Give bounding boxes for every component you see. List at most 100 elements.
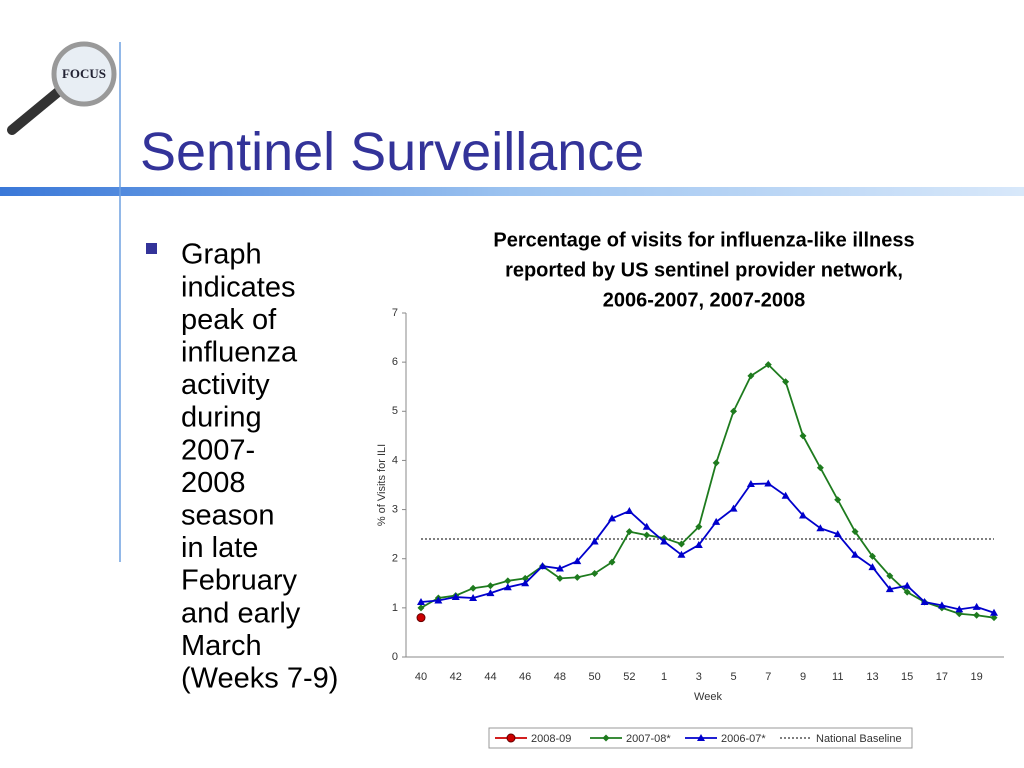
marker	[590, 537, 599, 545]
x-tick-label: 44	[484, 671, 496, 683]
marker	[868, 563, 877, 571]
legend-label: 2007-08*	[626, 733, 671, 745]
logo-text: FOCUS	[62, 66, 106, 81]
x-tick-label: 9	[800, 671, 806, 683]
marker	[955, 605, 964, 613]
marker	[990, 608, 998, 616]
bullet-line: during	[181, 402, 262, 434]
marker	[920, 597, 929, 605]
x-tick-label: 3	[696, 671, 702, 683]
bullet-line: and early	[181, 597, 301, 629]
y-tick-label: 4	[392, 454, 398, 466]
marker	[782, 378, 790, 386]
marker	[694, 540, 703, 548]
bullet-line: March	[181, 630, 262, 662]
chart-title: Percentage of visits for influenza-like …	[493, 229, 914, 311]
marker	[625, 507, 634, 515]
legend-label: National Baseline	[816, 733, 902, 745]
x-tick-label: 11	[832, 671, 843, 683]
marker	[764, 361, 772, 369]
chart-title-line: Percentage of visits for influenza-like …	[493, 229, 914, 251]
x-tick-label: 52	[623, 671, 635, 683]
x-tick-label: 15	[901, 671, 913, 683]
bullet-line: indicates	[181, 271, 295, 303]
marker	[642, 522, 651, 530]
bullet-line: February	[181, 565, 298, 597]
marker	[712, 459, 720, 467]
marker	[417, 604, 425, 612]
x-tick-label: 13	[866, 671, 878, 683]
header-rule	[0, 187, 1024, 196]
y-axis-label: % of Visits for ILI	[376, 444, 388, 526]
bullet-line: Graph	[181, 239, 262, 271]
legend-label: 2006-07*	[721, 733, 766, 745]
marker	[417, 597, 425, 605]
marker	[503, 583, 512, 591]
marker	[816, 524, 825, 532]
marker	[730, 407, 738, 415]
x-tick-label: 1	[661, 671, 667, 683]
bullet-line: season	[181, 499, 275, 531]
marker	[972, 602, 981, 610]
x-tick-label: 48	[554, 671, 566, 683]
marker	[573, 573, 581, 581]
y-tick-label: 1	[392, 602, 398, 614]
marker	[469, 594, 478, 602]
marker	[608, 558, 616, 566]
bullet-marker	[146, 243, 157, 254]
marker	[885, 585, 894, 593]
x-tick-label: 5	[730, 671, 736, 683]
marker	[816, 464, 824, 472]
y-tick-label: 2	[392, 553, 398, 565]
marker	[555, 564, 564, 572]
marker	[451, 593, 460, 601]
bullet-line: 2008	[181, 467, 246, 499]
marker	[937, 601, 946, 609]
marker	[506, 733, 516, 743]
series-line	[420, 482, 995, 614]
marker	[504, 577, 512, 585]
marker	[486, 582, 494, 590]
marker	[521, 574, 529, 582]
marker	[677, 540, 685, 548]
y-tick-label: 3	[392, 503, 398, 515]
marker	[833, 530, 842, 538]
marker	[416, 613, 426, 623]
series-line	[420, 363, 995, 619]
chart-title-line: reported by US sentinel provider network…	[505, 259, 903, 281]
bullet-line: in late	[181, 532, 258, 564]
marker	[851, 528, 859, 536]
x-tick-label: 40	[415, 671, 427, 683]
x-tick-label: 46	[519, 671, 531, 683]
marker	[747, 372, 755, 380]
marker	[712, 517, 721, 525]
marker	[625, 528, 633, 536]
marker	[643, 531, 651, 539]
marker	[886, 572, 894, 580]
marker	[746, 480, 755, 488]
marker	[521, 579, 530, 587]
bullet-line: 2007-	[181, 434, 255, 466]
y-tick-label: 7	[392, 307, 398, 319]
marker	[469, 584, 477, 592]
bullet-line: peak of	[181, 304, 277, 336]
marker	[973, 611, 981, 619]
marker	[677, 550, 686, 558]
bullet-line: influenza	[181, 336, 298, 368]
x-tick-label: 19	[971, 671, 983, 683]
slide-title: Sentinel Surveillance	[140, 122, 644, 182]
marker	[799, 432, 807, 440]
marker	[434, 596, 443, 604]
y-tick-label: 5	[392, 405, 398, 417]
marker	[695, 523, 703, 531]
marker	[486, 589, 495, 597]
marker	[729, 504, 738, 512]
x-tick-label: 17	[936, 671, 948, 683]
marker	[556, 574, 564, 582]
bullet-line: activity	[181, 369, 270, 401]
marker	[573, 557, 582, 565]
y-tick-label: 6	[392, 356, 398, 368]
